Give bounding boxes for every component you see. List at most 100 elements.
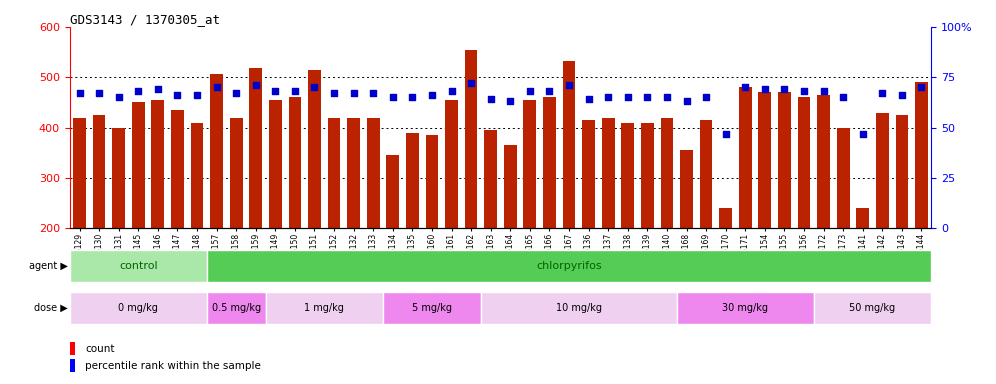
Bar <box>406 133 418 228</box>
Point <box>737 84 753 90</box>
Point <box>169 92 185 98</box>
Bar <box>230 118 242 228</box>
Point <box>130 88 146 94</box>
Point <box>913 84 929 90</box>
Point <box>542 88 558 94</box>
Text: 5 mg/kg: 5 mg/kg <box>412 303 452 313</box>
Bar <box>266 292 383 324</box>
Bar <box>207 292 266 324</box>
Text: 1 mg/kg: 1 mg/kg <box>305 303 345 313</box>
Text: GDS3143 / 1370305_at: GDS3143 / 1370305_at <box>70 13 220 26</box>
Bar <box>895 115 908 228</box>
Point <box>894 92 910 98</box>
Bar <box>563 61 576 228</box>
Bar <box>814 292 931 324</box>
Bar <box>543 98 556 228</box>
Bar <box>524 100 536 228</box>
Bar <box>680 151 693 228</box>
Point <box>149 86 165 93</box>
Bar <box>73 118 86 228</box>
Point <box>287 88 303 94</box>
Point <box>111 94 126 101</box>
Text: 30 mg/kg: 30 mg/kg <box>722 303 768 313</box>
Bar <box>700 120 712 228</box>
Text: 0.5 mg/kg: 0.5 mg/kg <box>211 303 261 313</box>
Point <box>678 98 694 104</box>
Bar <box>465 50 477 228</box>
Bar <box>70 359 75 372</box>
Text: 0 mg/kg: 0 mg/kg <box>119 303 158 313</box>
Point <box>698 94 714 101</box>
Bar <box>171 110 184 228</box>
Bar <box>113 127 125 228</box>
Bar <box>739 88 752 228</box>
Bar <box>425 135 438 228</box>
Point <box>855 131 871 137</box>
Point <box>874 90 890 96</box>
Bar <box>328 118 341 228</box>
Bar <box>249 68 262 228</box>
Bar <box>70 342 75 355</box>
Point <box>307 84 323 90</box>
Point <box>384 94 400 101</box>
Bar <box>348 118 360 228</box>
Bar <box>778 93 791 228</box>
Bar <box>875 113 888 228</box>
Bar <box>504 145 517 228</box>
Point <box>483 96 499 103</box>
Bar <box>383 292 481 324</box>
Bar <box>386 156 399 228</box>
Text: chlorpyrifos: chlorpyrifos <box>536 261 602 271</box>
Bar <box>210 74 223 228</box>
Bar <box>915 82 928 228</box>
Bar <box>837 127 850 228</box>
Bar <box>759 93 771 228</box>
Point <box>366 90 381 96</box>
Bar <box>445 100 458 228</box>
Bar <box>93 115 106 228</box>
Point <box>718 131 734 137</box>
Bar <box>622 122 634 228</box>
Text: 10 mg/kg: 10 mg/kg <box>556 303 602 313</box>
Point <box>443 88 459 94</box>
Bar <box>308 70 321 228</box>
Point <box>836 94 852 101</box>
Point <box>404 94 420 101</box>
Point <box>463 80 479 86</box>
Point <box>620 94 635 101</box>
Bar <box>70 292 207 324</box>
Bar <box>481 292 676 324</box>
Bar <box>583 120 595 228</box>
Point <box>248 82 264 88</box>
Bar <box>289 98 301 228</box>
Bar <box>207 250 931 282</box>
Point <box>346 90 362 96</box>
Text: 50 mg/kg: 50 mg/kg <box>850 303 895 313</box>
Text: control: control <box>119 261 157 271</box>
Bar <box>151 100 164 228</box>
Bar <box>676 292 814 324</box>
Text: count: count <box>86 344 115 354</box>
Point <box>267 88 283 94</box>
Bar <box>641 122 653 228</box>
Bar <box>719 208 732 228</box>
Point <box>639 94 655 101</box>
Text: agent ▶: agent ▶ <box>29 261 68 271</box>
Bar <box>190 122 203 228</box>
Point <box>777 86 793 93</box>
Point <box>581 96 597 103</box>
Point <box>189 92 205 98</box>
Point <box>502 98 518 104</box>
Bar <box>70 250 207 282</box>
Point <box>326 90 342 96</box>
Text: dose ▶: dose ▶ <box>34 303 68 313</box>
Point <box>561 82 577 88</box>
Point <box>757 86 773 93</box>
Bar <box>367 118 379 228</box>
Bar <box>131 103 144 228</box>
Bar <box>269 100 282 228</box>
Bar <box>798 98 811 228</box>
Text: percentile rank within the sample: percentile rank within the sample <box>86 361 261 371</box>
Point <box>601 94 617 101</box>
Bar <box>484 130 497 228</box>
